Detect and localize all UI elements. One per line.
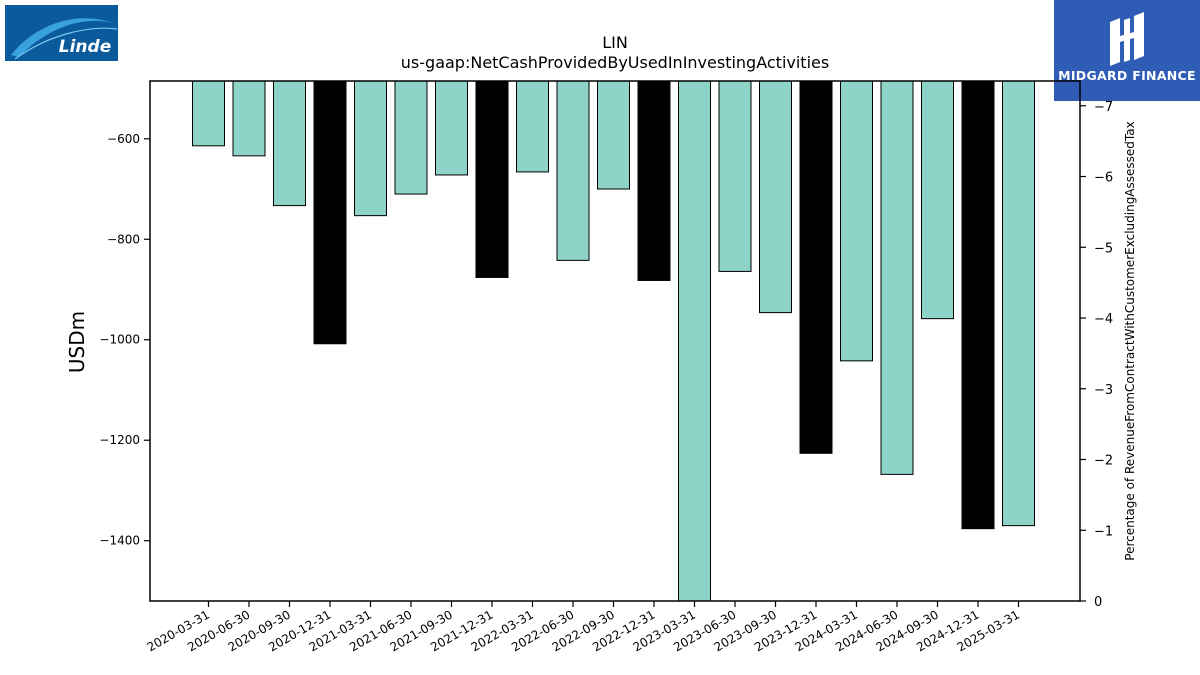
y2-tick-label: −3 [1094, 383, 1113, 398]
bar-2020-06-30 [232, 80, 266, 157]
y2-tick-label: −7 [1094, 100, 1113, 115]
brand-name: MIDGARD FINANCE [1058, 68, 1196, 83]
y-axis-label: USDm [65, 311, 89, 373]
bar-2025-03-31 [1002, 80, 1035, 527]
bar-2020-03-31 [192, 80, 225, 147]
bar-2023-06-30 [718, 80, 752, 272]
bars-layer [192, 80, 1035, 602]
brand-logo: MIDGARD FINANCE [1054, 0, 1200, 101]
chart-subtitle: us-gaap:NetCashProvidedByUsedInInvesting… [401, 53, 829, 72]
bar-2024-12-31 [961, 80, 995, 530]
bar-2023-09-30 [759, 80, 792, 314]
bar-2024-09-30 [921, 80, 954, 320]
bar-2023-03-31 [678, 80, 711, 602]
bar-2023-12-31 [799, 80, 833, 454]
bar-2022-09-30 [597, 80, 630, 190]
bar-2024-03-31 [840, 80, 873, 362]
y-tick-label: −1000 [99, 333, 140, 347]
y2-tick-label: −1 [1094, 524, 1113, 539]
y2-tick-label: −4 [1094, 312, 1113, 327]
bar-2021-03-31 [354, 80, 387, 217]
bar-2021-06-30 [394, 80, 428, 195]
company-logo: Linde [5, 5, 118, 61]
y2-tick-label: −5 [1094, 241, 1113, 256]
y-tick-label: −600 [107, 132, 140, 146]
plot-frame [149, 80, 1081, 602]
bar-2021-12-31 [475, 80, 509, 278]
y2-axis-label: Percentage of RevenueFromContractWithCus… [1123, 121, 1137, 560]
bar-2024-06-30 [880, 80, 914, 475]
bar-2022-03-31 [516, 80, 549, 173]
y2-tick-label: 0 [1094, 595, 1102, 610]
bar-2021-09-30 [435, 80, 468, 176]
chart-title: LIN [602, 33, 628, 52]
brand-mark-icon [1110, 12, 1144, 66]
y2-tick-label: −6 [1094, 171, 1113, 186]
y-tick-label: −1200 [99, 433, 140, 447]
y2-tick-label: −2 [1094, 454, 1113, 469]
y-tick-label: −1400 [99, 534, 140, 548]
bar-2022-12-31 [637, 80, 671, 281]
company-logo-text: Linde [59, 37, 111, 57]
bar-2022-06-30 [556, 80, 590, 261]
y-tick-label: −800 [107, 232, 140, 246]
bar-2020-12-31 [313, 80, 347, 345]
bar-2020-09-30 [273, 80, 306, 207]
